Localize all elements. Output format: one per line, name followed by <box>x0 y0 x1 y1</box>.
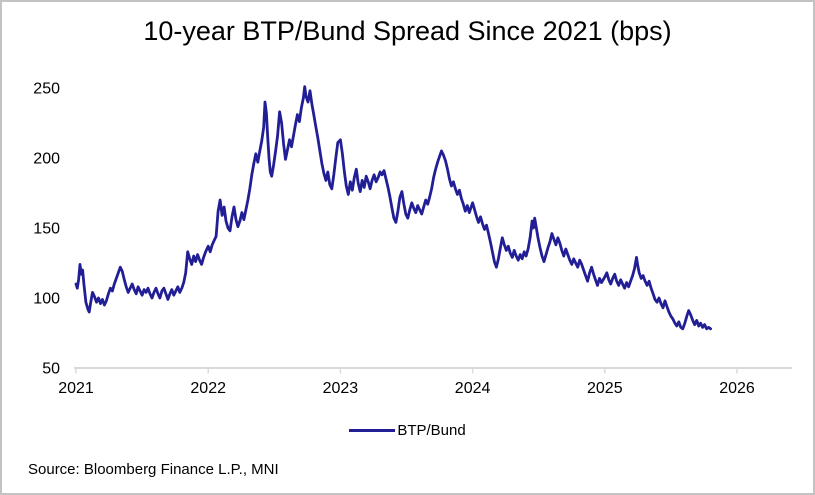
x-tick-label: 2022 <box>190 380 226 397</box>
series-line-btp-bund <box>74 85 712 331</box>
y-tick-label: 250 <box>33 81 60 98</box>
y-tick-label: 150 <box>33 221 60 238</box>
source-note: Source: Bloomberg Finance L.P., MNI <box>28 461 279 478</box>
x-axis-tick-marks <box>75 368 738 374</box>
legend: BTP/Bund <box>2 422 813 439</box>
x-tick-label: 2023 <box>323 380 359 397</box>
x-tick-label: 2024 <box>455 380 491 397</box>
y-tick-label: 200 <box>33 151 60 168</box>
chart-title: 10-year BTP/Bund Spread Since 2021 (bps) <box>143 16 672 46</box>
legend-line-swatch <box>349 429 396 432</box>
y-axis-tick-labels: 50 100 150 200 250 <box>33 81 60 378</box>
legend-label: BTP/Bund <box>397 422 466 439</box>
x-tick-label: 2021 <box>58 380 94 397</box>
x-axis-tick-labels: 2021 2022 2023 2024 2025 2026 <box>58 380 755 397</box>
y-tick-label: 100 <box>33 291 60 308</box>
x-tick-label: 2026 <box>719 380 755 397</box>
x-tick-label: 2025 <box>587 380 623 397</box>
y-tick-label: 50 <box>42 361 60 378</box>
